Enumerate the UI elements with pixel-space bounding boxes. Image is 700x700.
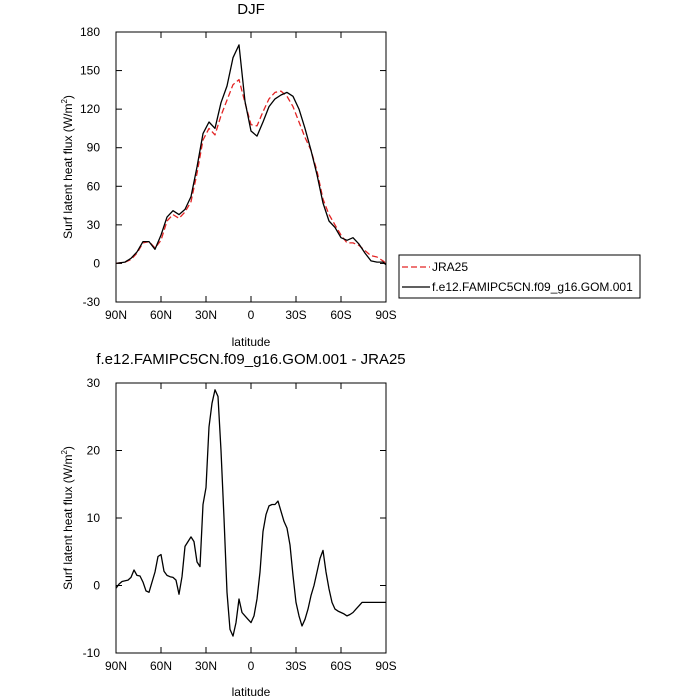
y-tick-label: 0 [93,256,100,270]
y-tick-label: 10 [87,511,101,525]
top-x-axis-label: latitude [232,335,271,349]
y-tick-label: 180 [80,25,100,39]
legend-box [398,254,641,299]
x-tick-label: 60S [330,308,351,322]
x-tick-label: 60N [150,308,172,322]
y-tick-label: -10 [83,646,101,660]
y-tick-label: 20 [87,444,101,458]
bottom-y-axis-label-sup: 2 [60,450,69,455]
y-tick-label: 60 [87,179,101,193]
top-axis-ticks: 90N 60N 30N 0 30S 60S 90S -30 0 30 60 90 120 150 180 [80,25,397,322]
x-tick-label: 60S [330,659,351,673]
x-tick-label: 0 [248,659,255,673]
x-tick-label: 30N [195,308,217,322]
bottom-x-axis-label: latitude [232,685,271,699]
y-tick-label: 30 [87,376,101,390]
bottom-plot-frame [115,382,387,654]
top-y-axis-label: Surf latent heat flux (W/m2) [60,95,75,239]
x-tick-label: 30N [195,659,217,673]
top-series-lines [115,44,387,266]
legend-label-jra25: JRA25 [432,260,468,274]
x-tick-label: 90N [105,659,127,673]
series-line-0 [115,389,386,637]
top-y-axis-label-sup: 2 [60,99,69,104]
bottom-y-axis-label-text: Surf latent heat flux (W/m [61,455,75,590]
y-tick-label: 150 [80,64,100,78]
top-chart: DJF latitude Surf latent heat flux (W/m2… [60,1,397,349]
bottom-chart: f.e12.FAMIPC5CN.f09_g16.GOM.001 - JRA25 … [60,351,406,699]
x-tick-label: 90S [375,308,396,322]
x-tick-label: 30S [285,308,306,322]
x-tick-label: 90N [105,308,127,322]
y-tick-label: 0 [93,579,100,593]
top-y-axis-label-close: ) [61,95,75,99]
bottom-series-lines [115,389,386,637]
top-y-axis-label-text: Surf latent heat flux (W/m [61,104,75,239]
x-tick-label: 60N [150,659,172,673]
x-tick-label: 90S [375,659,396,673]
top-plot-frame [115,31,387,303]
series-line-1 [115,44,387,266]
y-tick-label: 120 [80,102,100,116]
bottom-chart-title: f.e12.FAMIPC5CN.f09_g16.GOM.001 - JRA25 [96,351,405,368]
bottom-y-axis-label-close: ) [61,446,75,450]
bottom-axis-ticks: 90N 60N 30N 0 30S 60S 90S -10 0 10 20 30 [83,376,397,673]
x-tick-label: 30S [285,659,306,673]
bottom-y-axis-label: Surf latent heat flux (W/m2) [60,446,75,590]
y-tick-label: 30 [87,218,101,232]
y-tick-label: 90 [87,141,101,155]
legend-label-model: f.e12.FAMIPC5CN.f09_g16.GOM.001 [432,280,633,294]
top-chart-title: DJF [237,1,265,18]
y-tick-label: -30 [83,295,101,309]
legend: JRA25 f.e12.FAMIPC5CN.f09_g16.GOM.001 [398,254,641,299]
series-line-0 [115,78,387,265]
x-tick-label: 0 [248,308,255,322]
